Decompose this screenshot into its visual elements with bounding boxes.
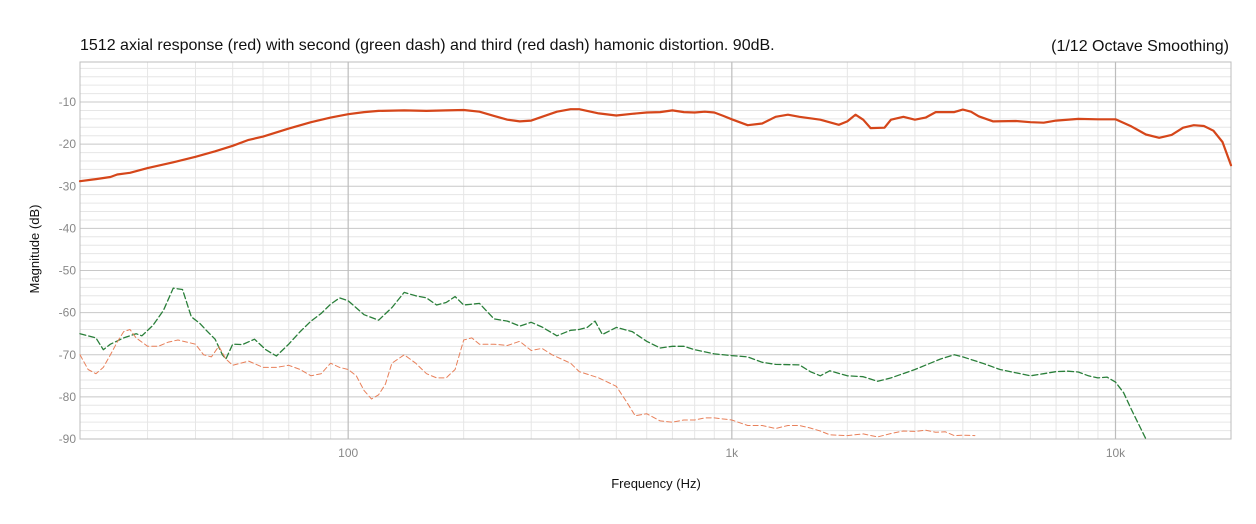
- plot-frame: [79, 61, 1232, 440]
- x-tick-labels: 100 1k 10k: [338, 446, 1126, 460]
- y-tick-label: -80: [59, 390, 77, 404]
- minor-grid: [79, 62, 1232, 439]
- y-tick-label: -90: [59, 432, 77, 446]
- y-tick-label: -40: [59, 221, 77, 235]
- x-tick-label: 100: [338, 446, 358, 460]
- y-tick-label: -70: [59, 348, 77, 362]
- y-tick-labels: -10 -20 -30 -40 -50 -60 -70 -80 -90: [59, 95, 77, 446]
- series-line-2: [79, 287, 1147, 440]
- series-line-3: [79, 329, 976, 438]
- x-tick-label: 1k: [725, 446, 739, 460]
- chart-title: 1512 axial response (red) with second (g…: [80, 37, 775, 54]
- y-axis-label: Magnitude (dB): [27, 205, 42, 294]
- y-tick-label: -10: [59, 95, 77, 109]
- series-line-1: [78, 108, 1233, 183]
- y-tick-label: -30: [59, 179, 77, 193]
- y-tick-label: -60: [59, 306, 77, 320]
- x-tick-label: 10k: [1106, 446, 1126, 460]
- x-axis-label: Frequency (Hz): [611, 476, 701, 491]
- y-tick-label: -20: [59, 137, 77, 151]
- series-layer: [78, 108, 1233, 440]
- chart-subtitle: (1/12 Octave Smoothing): [1051, 38, 1229, 55]
- y-tick-label: -50: [59, 264, 77, 278]
